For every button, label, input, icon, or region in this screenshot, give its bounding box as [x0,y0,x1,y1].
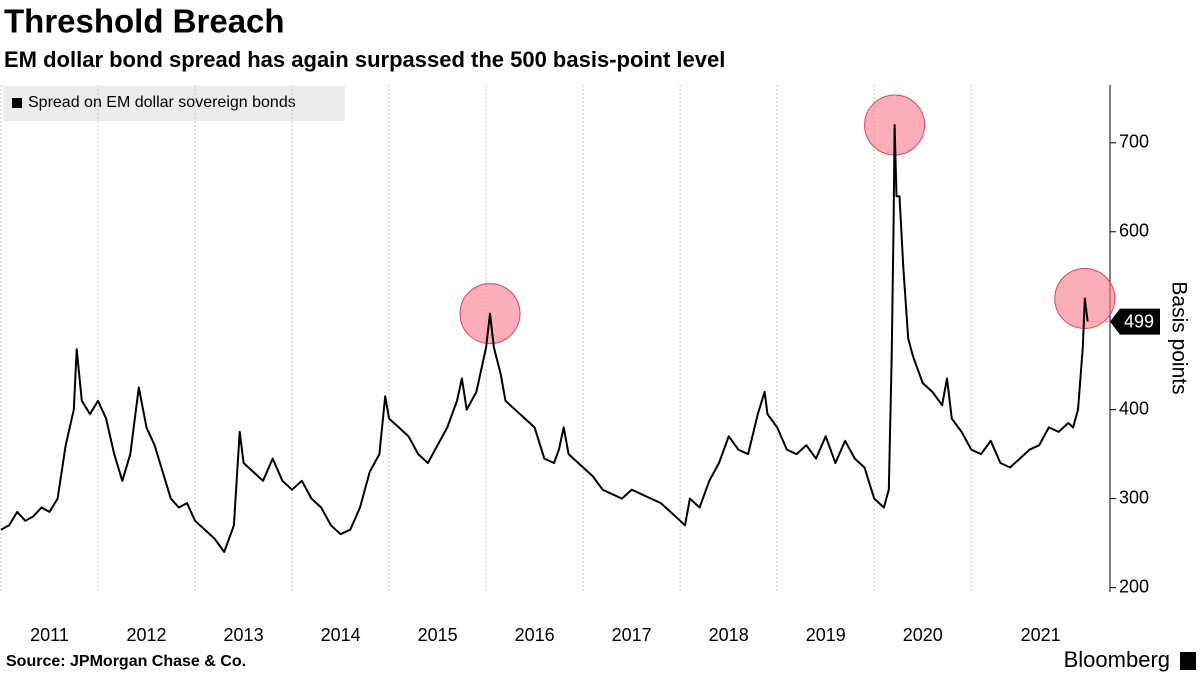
y-tick-label: 400 [1119,398,1149,418]
x-tick-label: 2017 [612,625,652,645]
x-tick-label: 2012 [127,625,167,645]
x-tick-label: 2018 [709,625,749,645]
legend-label: Spread on EM dollar sovereign bonds [28,94,296,111]
x-tick-label: 2020 [903,625,943,645]
brand: Bloomberg [1064,647,1170,672]
x-tick-label: 2013 [224,625,264,645]
x-tick-label: 2021 [1021,625,1061,645]
y-tick-label: 700 [1119,132,1149,152]
y-tick-label: 600 [1119,221,1149,241]
x-tick-label: 2016 [515,625,555,645]
x-tick-label: 2015 [418,625,458,645]
x-tick-label: 2019 [806,625,846,645]
series-line [0,124,1089,553]
y-tick-label: 300 [1119,487,1149,507]
last-value-label: 499 [1124,311,1154,331]
y-axis-label: Basis points [1167,281,1190,394]
brand-icon [1180,652,1196,670]
x-tick-label: 2011 [30,625,69,645]
legend-box [3,86,345,121]
chart-title: Threshold Breach [4,3,285,40]
chart-subtitle: EM dollar bond spread has again surpasse… [4,47,725,72]
x-tick-label: 2014 [321,625,361,645]
y-tick-label: 200 [1119,576,1149,596]
last-value-tag [1110,308,1160,335]
source: Source: JPMorgan Chase & Co. [6,653,246,670]
legend-swatch [12,98,22,108]
